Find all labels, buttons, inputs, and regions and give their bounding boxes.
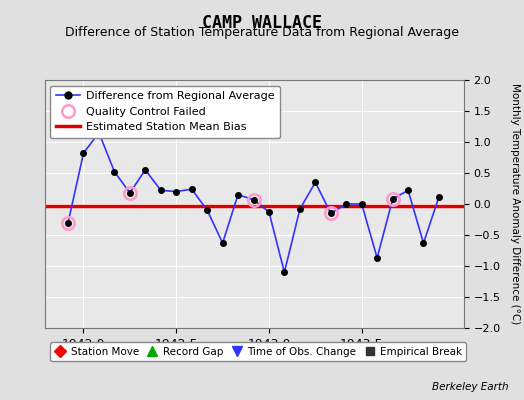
Text: Difference of Station Temperature Data from Regional Average: Difference of Station Temperature Data f… [65, 26, 459, 39]
Y-axis label: Monthly Temperature Anomaly Difference (°C): Monthly Temperature Anomaly Difference (… [510, 83, 520, 325]
Text: CAMP WALLACE: CAMP WALLACE [202, 14, 322, 32]
Legend: Difference from Regional Average, Quality Control Failed, Estimated Station Mean: Difference from Regional Average, Qualit… [50, 86, 280, 138]
Legend: Station Move, Record Gap, Time of Obs. Change, Empirical Break: Station Move, Record Gap, Time of Obs. C… [50, 342, 466, 361]
Text: Berkeley Earth: Berkeley Earth [432, 382, 508, 392]
